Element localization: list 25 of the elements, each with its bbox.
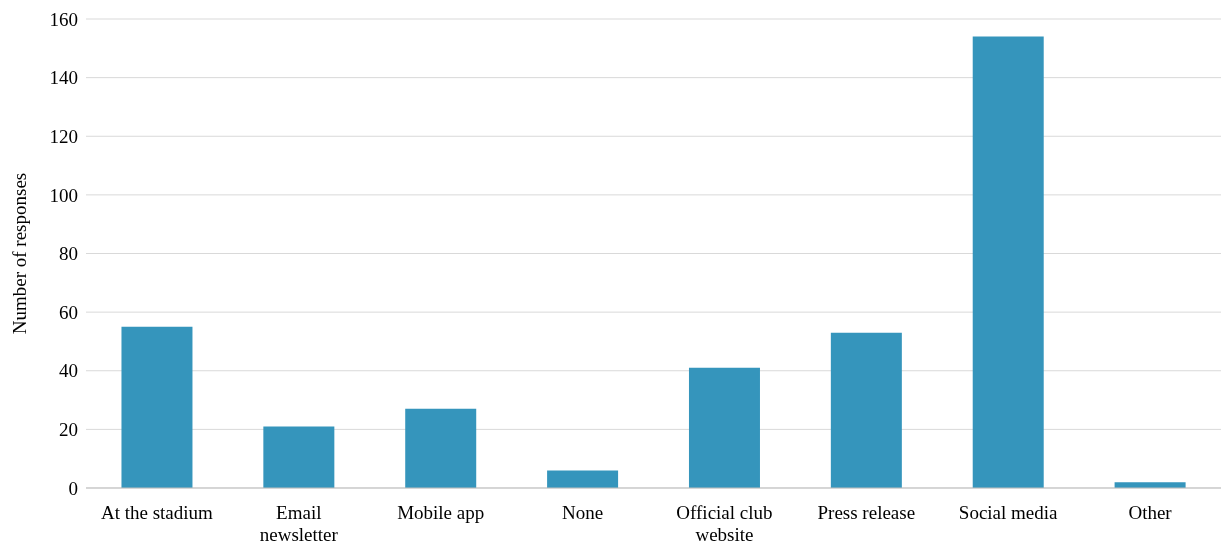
x-tick-label: Social media (958, 502, 1059, 524)
y-tick-label: 120 (49, 125, 78, 147)
bar (121, 326, 193, 488)
x-tick-label: Official club website (676, 502, 773, 545)
y-tick-label: 160 (49, 8, 78, 30)
y-tick-label: 0 (68, 477, 78, 499)
x-tick-label: At the stadium (100, 502, 214, 524)
y-tick-label: 80 (59, 243, 78, 265)
x-tick-label: Mobile app (397, 502, 485, 524)
x-tick-label: Press release (817, 502, 916, 524)
x-tick-label: Other (1128, 502, 1173, 524)
y-tick-label: 20 (59, 419, 78, 441)
x-tick-label: Email newsletter (259, 502, 339, 545)
bar (547, 470, 619, 488)
bar (972, 36, 1044, 488)
bar (688, 367, 760, 488)
bar (405, 408, 477, 488)
y-axis-title: Number of responses (8, 172, 30, 335)
y-tick-label: 40 (59, 360, 78, 382)
x-tick-label: None (561, 502, 604, 524)
bar (830, 332, 902, 488)
bar (263, 426, 335, 488)
y-tick-label: 60 (59, 301, 78, 323)
y-tick-label: 100 (49, 184, 78, 206)
y-tick-label: 140 (49, 67, 78, 89)
